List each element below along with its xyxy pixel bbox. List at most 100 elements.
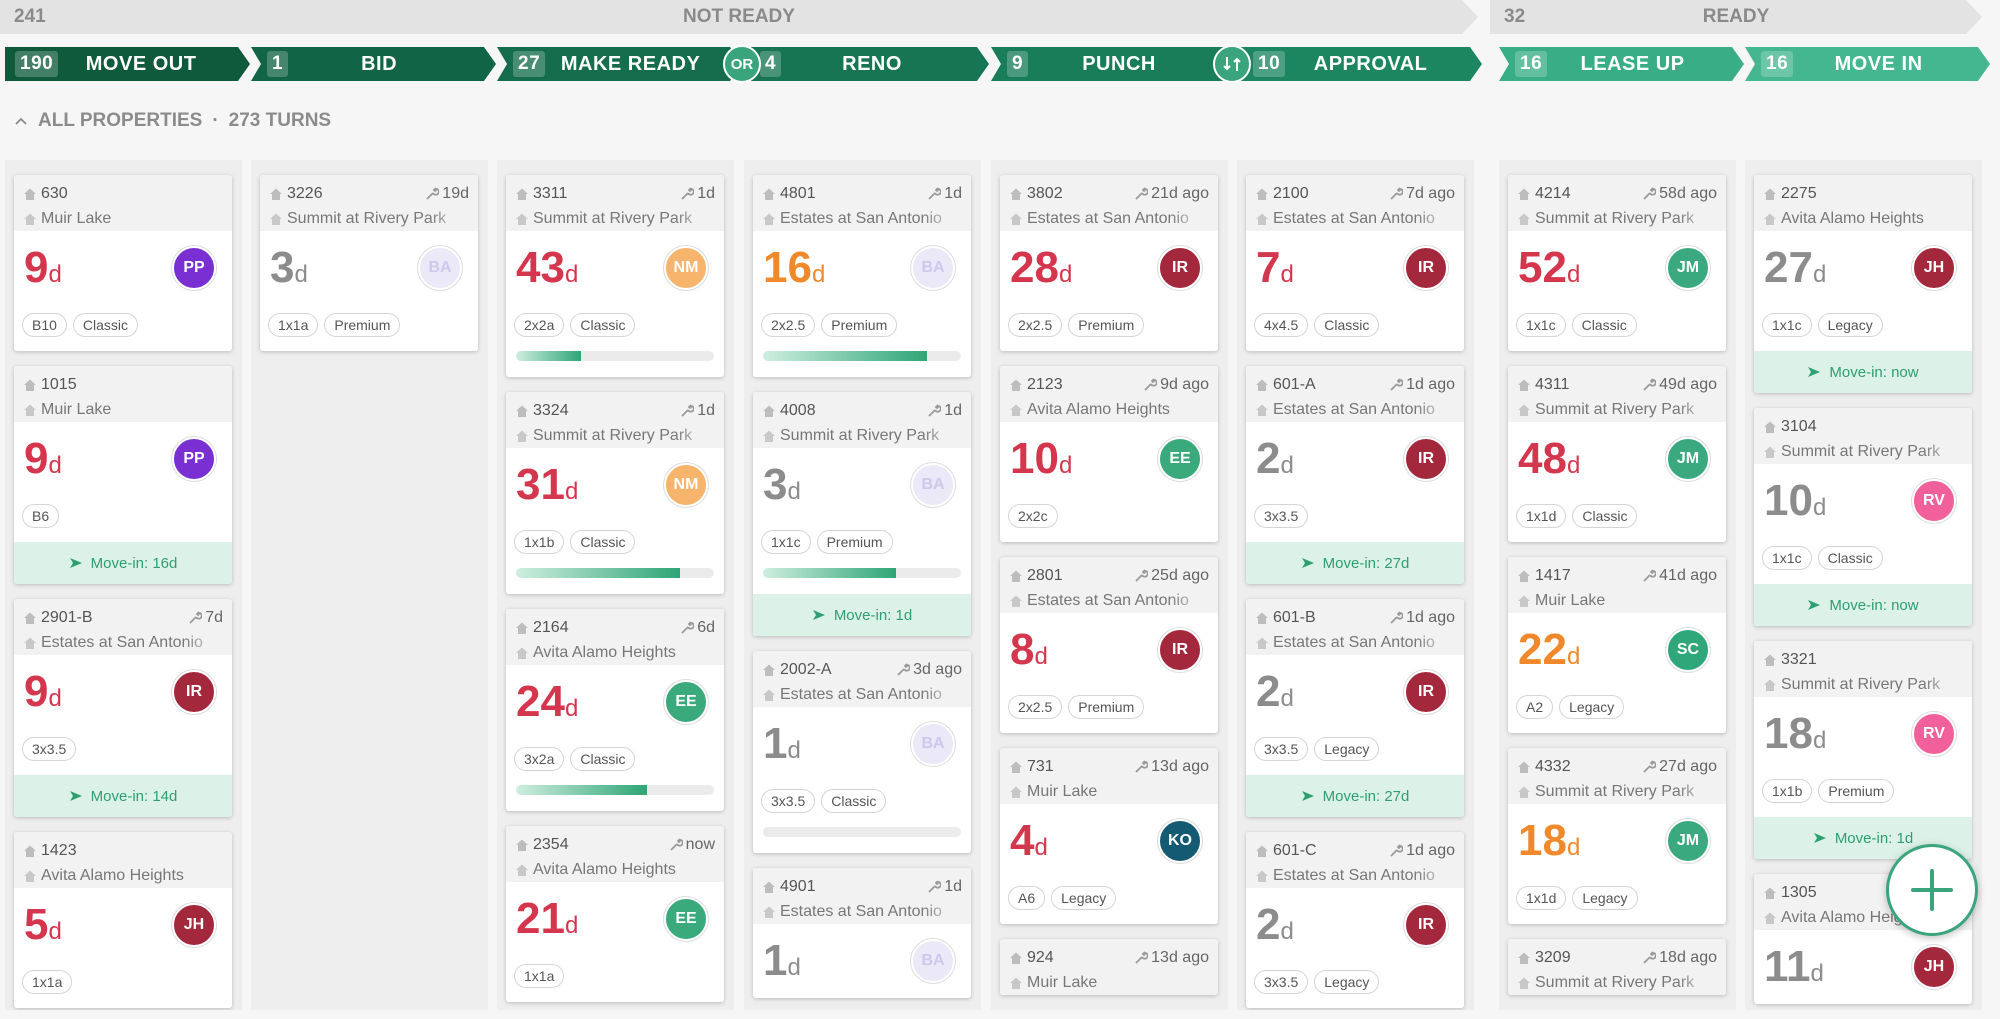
stage-tab[interactable]: 1 BID (251, 47, 496, 81)
property-name: Avita Alamo Heights (1781, 908, 1924, 926)
swap-connector[interactable] (1213, 45, 1251, 83)
turn-card[interactable]: 2354 now Avita Alamo Heights 21d EE 1x1a (506, 826, 724, 1002)
turn-card[interactable]: 2801 25d ago Estates at San Antonio 8d IR 2x2… (1000, 557, 1218, 733)
property-name: Summit at Rivery Park (1535, 973, 1695, 991)
turn-card[interactable]: 3209 18d ago Summit at Rivery Park (1508, 939, 1726, 995)
turn-card[interactable]: 731 13d ago Muir Lake 4d KO A6 Legacy (1000, 748, 1218, 924)
days-number: 5 (24, 900, 49, 949)
unit-row: 4901 1d (762, 874, 962, 899)
avatar[interactable]: JM (1666, 437, 1710, 481)
tag-list: 4x4.5 Classic (1246, 305, 1464, 351)
avatar[interactable]: BA (911, 463, 955, 507)
property-row: Avita Alamo Heights (515, 857, 715, 882)
turn-card[interactable]: 1417 41d ago Muir Lake 22d SC A2 Legacy (1508, 557, 1726, 733)
avatar[interactable]: IR (1158, 246, 1202, 290)
progress-track (516, 785, 714, 795)
stage-tab[interactable]: 27 MAKE READY (497, 47, 742, 81)
avatar[interactable]: KO (1158, 819, 1202, 863)
avatar[interactable]: PP (172, 246, 216, 290)
avatar[interactable]: NM (664, 463, 708, 507)
turn-card[interactable]: 601-A 1d ago Estates at San Antonio 2d IR 3x3… (1246, 366, 1464, 584)
turn-card[interactable]: 924 13d ago Muir Lake (1000, 939, 1218, 995)
house-icon (1256, 404, 1268, 416)
filter-bar[interactable]: ALL PROPERTIES · 273 TURNS (14, 110, 331, 132)
turn-card[interactable]: 2002-A 3d ago Estates at San Antonio 1d BA 3x… (753, 651, 971, 853)
avatar[interactable]: BA (911, 939, 955, 983)
avatar[interactable]: RV (1912, 479, 1956, 523)
stage-label: APPROVAL (1313, 52, 1428, 75)
days-unit: d (48, 452, 62, 479)
days-unit: d (1566, 452, 1581, 479)
turn-card[interactable]: 3802 21d ago Estates at San Antonio 28d IR 2x… (1000, 175, 1218, 351)
wrench-icon (670, 837, 683, 851)
turn-card[interactable]: 2275 Avita Alamo Heights 27d JH 1x1c Legacy Mo… (1754, 175, 1972, 393)
avatar[interactable]: IR (1158, 628, 1202, 672)
turn-card[interactable]: 3321 Summit at Rivery Park 18d RV 1x1b Premiu… (1754, 641, 1972, 859)
unit-number: 2002-A (780, 660, 832, 678)
avatar[interactable]: BA (418, 246, 462, 290)
tag: 1x1a (514, 964, 565, 988)
stage-tab[interactable]: 9 PUNCH (991, 47, 1236, 81)
age: 1d ago (1389, 376, 1455, 394)
avatar[interactable]: NM (664, 246, 708, 290)
days-unit: d (1812, 261, 1827, 288)
stage-tab[interactable]: 4 RENO (744, 47, 989, 81)
house-icon (1010, 595, 1022, 607)
avatar[interactable]: JM (1666, 819, 1710, 863)
days: 43d (516, 243, 578, 293)
avatar[interactable]: IR (1404, 246, 1448, 290)
avatar[interactable]: EE (664, 897, 708, 941)
turn-card[interactable]: 3311 1d Summit at Rivery Park 43d NM 2x2a Clas… (506, 175, 724, 377)
turn-card[interactable]: 3104 Summit at Rivery Park 10d RV 1x1c Classi… (1754, 408, 1972, 626)
avatar[interactable]: IR (1404, 437, 1448, 481)
turn-card[interactable]: 4311 49d ago Summit at Rivery Park 48d JM 1x1… (1508, 366, 1726, 542)
avatar[interactable]: BA (911, 246, 955, 290)
turn-card[interactable]: 4901 1d Estates at San Antonio 1d BA (753, 868, 971, 998)
turn-card[interactable]: 3226 19d Summit at Rivery Park 3d BA 1x1a Prem… (260, 175, 478, 351)
turn-card[interactable]: 2901-B 7d Estates at San Antonio 9d IR 3x3.5 M… (14, 599, 232, 817)
turn-card[interactable]: 1423 Avita Alamo Heights 5d JH 1x1a (14, 832, 232, 1008)
turn-card[interactable]: 601-B 1d ago Estates at San Antonio 2d IR 3x3… (1246, 599, 1464, 817)
avatar[interactable]: JH (172, 903, 216, 947)
days: 21d (516, 894, 578, 944)
move-in-banner: Move-in: 14d (14, 775, 232, 817)
avatar[interactable]: BA (911, 722, 955, 766)
turn-card[interactable]: 601-C 1d ago Estates at San Antonio 2d IR 3x3… (1246, 832, 1464, 1008)
stage-column: 3311 1d Summit at Rivery Park 43d NM 2x2a Clas… (497, 160, 734, 1010)
days: 9d (24, 434, 62, 484)
unit: 2100 (1255, 185, 1389, 203)
unit: 601-C (1255, 842, 1389, 860)
wrench-icon (1390, 377, 1404, 391)
turn-card[interactable]: 3324 1d Summit at Rivery Park 31d NM 1x1b Clas… (506, 392, 724, 594)
unit-number: 601-B (1273, 608, 1316, 626)
stage-tab[interactable]: 10 APPROVAL (1237, 47, 1482, 81)
avatar[interactable]: JH (1912, 945, 1956, 989)
turn-card[interactable]: 630 Muir Lake 9d PP B10 Classic (14, 175, 232, 351)
turn-card[interactable]: 2123 9d ago Avita Alamo Heights 10d EE 2x2c (1000, 366, 1218, 542)
turn-card[interactable]: 2164 6d Avita Alamo Heights 24d EE 3x2a Classi… (506, 609, 724, 811)
unit-row: 924 13d ago (1009, 945, 1209, 970)
turn-card[interactable]: 2100 7d ago Estates at San Antonio 7d IR 4x4.… (1246, 175, 1464, 351)
property-name: Summit at Rivery Park (1535, 782, 1695, 800)
avatar[interactable]: EE (664, 680, 708, 724)
turn-card[interactable]: 4801 1d Estates at San Antonio 16d BA 2x2.5 Pr… (753, 175, 971, 377)
turn-card[interactable]: 4214 58d ago Summit at Rivery Park 52d JM 1x1… (1508, 175, 1726, 351)
turn-card[interactable]: 1015 Muir Lake 9d PP B6 Move-in: 16d (14, 366, 232, 584)
turn-card[interactable]: 4332 27d ago Summit at Rivery Park 18d JM 1x1… (1508, 748, 1726, 924)
avatar[interactable]: SC (1666, 628, 1710, 672)
stage-tab[interactable]: 190 MOVE OUT (5, 47, 250, 81)
stage-tab[interactable]: 16 MOVE IN (1745, 47, 1990, 81)
avatar[interactable]: IR (1404, 670, 1448, 714)
avatar[interactable]: EE (1158, 437, 1202, 481)
avatar[interactable]: IR (1404, 903, 1448, 947)
days-number: 1 (763, 936, 788, 985)
avatar[interactable]: JM (1666, 246, 1710, 290)
avatar[interactable]: PP (172, 437, 216, 481)
stage-tab[interactable]: 16 LEASE UP (1499, 47, 1744, 81)
avatar[interactable]: RV (1912, 712, 1956, 756)
avatar[interactable]: JH (1912, 246, 1956, 290)
turn-card[interactable]: 4008 1d Summit at Rivery Park 3d BA 1x1c Premi… (753, 392, 971, 636)
add-button[interactable] (1886, 844, 1978, 936)
property-name: Estates at San Antonio (1273, 633, 1435, 651)
avatar[interactable]: IR (172, 670, 216, 714)
